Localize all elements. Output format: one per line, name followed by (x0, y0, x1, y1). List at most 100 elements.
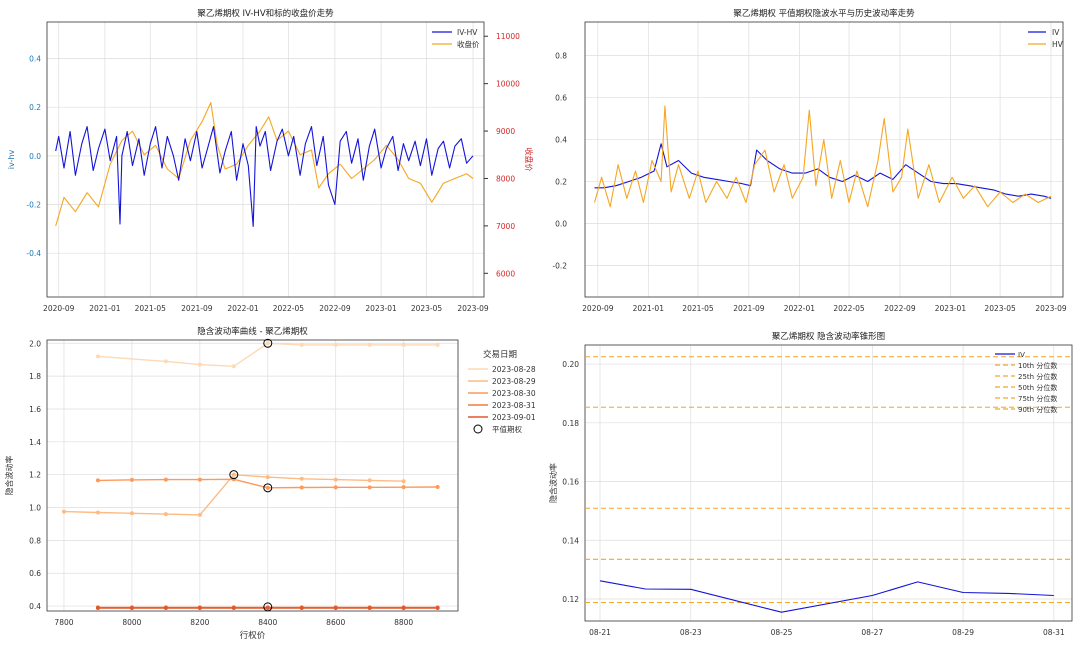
y-tick-label: 0.16 (562, 478, 579, 487)
iv-hv-line (55, 126, 474, 227)
x-tick-label: 8800 (394, 618, 413, 627)
y2-tick-label: 6000 (496, 269, 515, 278)
smile-point (95, 606, 100, 611)
plot-frame (46, 21, 485, 298)
x-tick-label: 8000 (122, 618, 141, 627)
y-axis-label: 隐含波动率 (4, 456, 14, 496)
smile-point (95, 354, 100, 359)
y2-tick-label: 9000 (496, 127, 515, 136)
y-tick-label: -0.4 (26, 249, 41, 258)
legend-label: 75th 分位数 (1018, 394, 1057, 403)
smile-point (299, 342, 304, 347)
smile-point (265, 475, 270, 480)
legend: 交易日期 2023-08-28 2023-08-29 2023-08-30 2023-0… (468, 349, 536, 434)
legend-label: 2023-08-31 (492, 401, 536, 410)
y-axis-label: iv-hv (7, 150, 16, 170)
chart-title: 聚乙烯期权 平值期权隐波水平与历史波动率走势 (733, 8, 915, 19)
x-tick-label: 2023-05 (411, 304, 443, 313)
y-tick-label: 0.6 (555, 94, 567, 103)
legend: IV-HV 收盘价 (432, 28, 480, 49)
atm-marker (263, 338, 273, 348)
chart-iv-cone: 08-21 08-23 08-25 08-27 08-29 08-31 0.12 0.14 0.… (548, 331, 1073, 637)
x-tick-label: 2023-01 (365, 304, 397, 313)
smile-point (401, 479, 406, 484)
smile-point (197, 512, 202, 517)
x-tick-label: 2021-09 (733, 304, 765, 313)
smile-point (367, 342, 372, 347)
legend-label: 2023-08-29 (492, 377, 536, 386)
legend-label: 50th 分位数 (1018, 383, 1057, 392)
chart-title: 聚乙烯期权 隐含波动率锥形图 (772, 331, 885, 342)
x-tick-label: 2023-09 (1035, 304, 1067, 313)
y-tick-label: 0.12 (562, 595, 579, 604)
x-tick-label: 7800 (54, 618, 73, 627)
plot-frame (46, 339, 459, 612)
smile-point (367, 606, 372, 611)
legend-label: 2023-08-28 (492, 365, 536, 374)
x-tick-label: 08-27 (861, 628, 883, 637)
y-tick-label: 1.0 (29, 504, 41, 513)
y2-axis-label: 收盘价 (524, 148, 534, 172)
x-tick-label: 2023-01 (935, 304, 967, 313)
y-tick-label: 0.4 (555, 136, 567, 145)
y-tick-label: 0.2 (29, 103, 41, 112)
smile-point (435, 484, 440, 489)
x-tick-label: 2021-05 (682, 304, 714, 313)
x-tick-label: 2022-09 (319, 304, 351, 313)
legend-label: 25th 分位数 (1018, 372, 1057, 381)
smile-point (95, 478, 100, 483)
close-price-line (55, 102, 474, 227)
y-tick-label: 0.0 (555, 220, 567, 229)
smile-point (435, 606, 440, 611)
atm-marker (229, 470, 239, 480)
smile-point (163, 359, 168, 364)
smile-point (95, 510, 100, 515)
y-tick-label: 0.6 (29, 569, 41, 578)
smile-point (401, 485, 406, 490)
y-tick-label: 2.0 (29, 339, 41, 348)
x-tick-label: 2021-09 (181, 304, 213, 313)
plot-frame (584, 344, 1073, 622)
legend-atm-marker (473, 424, 483, 434)
y2-tick-label: 11000 (496, 32, 520, 41)
legend-label: IV-HV (457, 28, 478, 37)
x-tick-label: 2022-05 (833, 304, 865, 313)
smile-point (299, 476, 304, 481)
y2-tick-label: 10000 (496, 80, 520, 89)
x-tick-label: 08-21 (589, 628, 611, 637)
x-tick-label: 2023-09 (457, 304, 489, 313)
smile-point (129, 511, 134, 516)
smile-point (333, 342, 338, 347)
legend-label: 平值期权 (492, 424, 522, 434)
smile-point (163, 512, 168, 517)
smile-point (61, 509, 66, 514)
y-tick-label: 0.0 (29, 152, 41, 161)
chart-iv-hv-close: 2020-09 2021-01 2021-05 2021-09 2022-01 2022-… (7, 8, 534, 313)
y-tick-label: 0.14 (562, 536, 579, 545)
smile-point (367, 485, 372, 490)
x-tick-label: 2021-05 (135, 304, 167, 313)
legend-label: IV (1052, 28, 1060, 37)
y-tick-label: -0.2 (26, 201, 41, 210)
iv-line (599, 580, 1054, 613)
smile-point (265, 606, 270, 611)
chart-iv-smile: 7800 8000 8200 8400 8600 8800 0.4 0.6 0.8 1.0 1.2 1… (4, 326, 536, 641)
smile-point (299, 485, 304, 490)
smile-point (163, 606, 168, 611)
atm-marker (263, 483, 273, 493)
y-tick-label: 0.4 (29, 55, 41, 64)
y-tick-label: 1.6 (29, 405, 41, 414)
y2-tick-label: 7000 (496, 222, 515, 231)
legend-title: 交易日期 (483, 349, 517, 360)
smile-point (401, 606, 406, 611)
x-tick-label: 8600 (326, 618, 345, 627)
legend-label: 90th 分位数 (1018, 405, 1057, 414)
chart-title: 聚乙烯期权 IV-HV和标的收盘价走势 (197, 8, 334, 19)
x-tick-label: 08-23 (680, 628, 702, 637)
x-tick-label: 2021-01 (89, 304, 121, 313)
legend: IV 10th 分位数 25th 分位数 50th 分位数 75th 分位数 90th 分… (995, 351, 1057, 414)
y-tick-label: 1.4 (29, 438, 41, 447)
smile-point (333, 606, 338, 611)
x-tick-label: 08-29 (952, 628, 974, 637)
